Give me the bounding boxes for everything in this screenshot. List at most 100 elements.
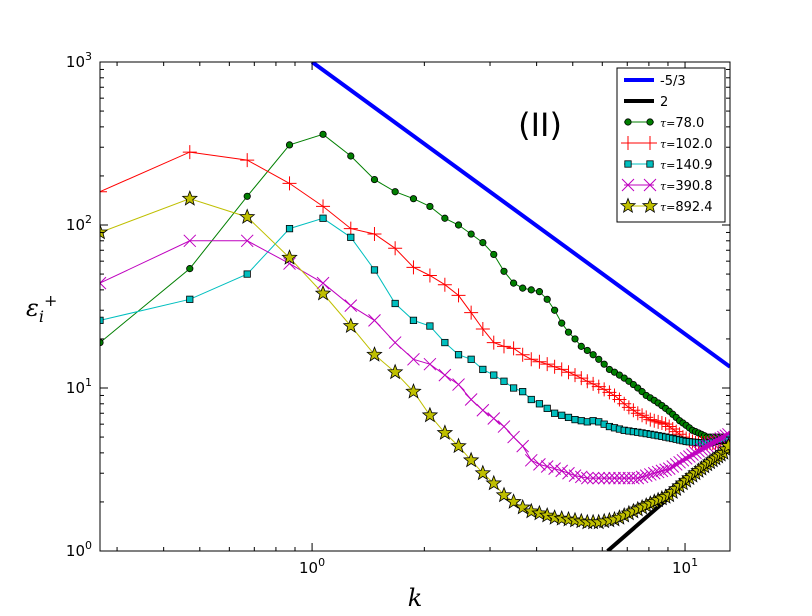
data-point	[388, 241, 403, 256]
data-point	[406, 260, 421, 275]
series-140-9	[100, 214, 730, 447]
data-point	[548, 462, 561, 476]
data-point	[368, 314, 381, 327]
data-point	[509, 279, 518, 287]
data-point	[462, 451, 480, 468]
data-point	[533, 458, 546, 471]
legend-marker	[621, 178, 635, 192]
data-point	[679, 452, 693, 465]
legend-marker	[621, 136, 635, 150]
data-point	[344, 299, 358, 313]
data-point	[568, 368, 583, 383]
data-point	[464, 393, 478, 406]
data-point	[524, 352, 539, 367]
data-point	[426, 322, 434, 330]
data-point	[464, 305, 479, 320]
legend-label: τ=390.8	[660, 179, 713, 194]
data-point	[603, 471, 616, 485]
data-point	[409, 316, 418, 324]
data-point	[654, 415, 669, 430]
data-point	[316, 276, 330, 290]
data-point	[437, 277, 452, 292]
data-point	[474, 464, 492, 481]
data-point	[500, 267, 508, 275]
data-point	[665, 422, 680, 437]
legend-marker	[624, 160, 632, 168]
data-point	[647, 466, 661, 480]
data-point	[421, 406, 439, 423]
data-point	[698, 441, 711, 455]
data-point	[571, 415, 579, 424]
data-point	[686, 448, 699, 462]
y-tick-label: 102	[66, 213, 92, 234]
legend-label: τ=102.0	[660, 137, 713, 152]
data-point	[631, 471, 645, 485]
data-point	[655, 464, 669, 478]
data-point	[285, 141, 294, 149]
data-point	[515, 347, 530, 362]
data-point	[467, 355, 475, 363]
legend-marker	[643, 136, 657, 150]
data-point	[283, 257, 296, 270]
data-point	[441, 214, 449, 222]
data-point	[441, 338, 449, 347]
data-point	[535, 400, 544, 408]
data-point	[558, 319, 566, 327]
data-point	[595, 355, 603, 363]
data-point	[319, 214, 327, 222]
data-point	[532, 354, 547, 369]
data-point	[564, 413, 573, 422]
data-point	[438, 368, 452, 382]
series-892-4	[100, 190, 730, 530]
data-point	[479, 365, 487, 374]
data-point	[558, 411, 566, 419]
data-point	[651, 465, 665, 479]
y-axis-label-sub: i	[39, 307, 44, 326]
data-point	[662, 462, 676, 476]
data-point	[240, 153, 255, 168]
legend-marker	[619, 197, 637, 214]
data-point	[676, 453, 690, 467]
data-point	[586, 471, 600, 485]
legend-box	[616, 67, 726, 223]
x-tick-label: 100	[299, 556, 325, 577]
data-point	[639, 410, 654, 425]
data-point	[391, 299, 399, 308]
legend-label: τ=892.4	[660, 200, 713, 215]
data-point	[597, 471, 611, 485]
data-point	[516, 439, 530, 453]
data-point	[586, 376, 601, 391]
legend-label: τ=78.0	[660, 116, 704, 131]
data-point	[527, 395, 535, 404]
data-point	[490, 371, 498, 379]
data-point	[282, 176, 297, 191]
data-point	[100, 276, 107, 290]
data-point	[486, 335, 501, 350]
data-point	[561, 365, 576, 380]
y-tick-label: 100	[66, 539, 92, 560]
data-point	[182, 145, 197, 160]
data-point	[391, 188, 399, 196]
data-point	[366, 346, 383, 362]
data-point	[689, 446, 702, 460]
data-point	[186, 265, 194, 273]
data-point	[666, 460, 680, 473]
data-point	[583, 346, 591, 355]
legend-marker	[646, 160, 654, 168]
data-point	[243, 192, 251, 200]
data-point	[281, 249, 298, 265]
data-point	[497, 420, 511, 433]
data-point	[496, 339, 511, 354]
data-point	[100, 223, 109, 240]
data-point	[539, 506, 556, 523]
data-point	[571, 335, 579, 343]
legend-marker	[646, 118, 654, 126]
data-point	[523, 502, 540, 519]
data-point	[186, 295, 194, 303]
data-point	[454, 351, 463, 359]
data-point	[635, 470, 649, 484]
data-point	[519, 388, 527, 396]
legend-marker	[624, 118, 632, 126]
ref-line--5-3	[310, 62, 730, 369]
